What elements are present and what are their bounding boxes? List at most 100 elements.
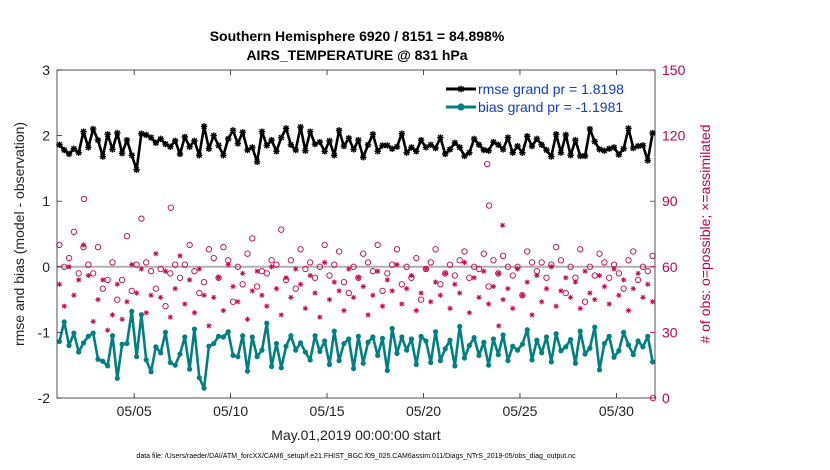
bias-point	[452, 363, 458, 369]
obs-possible-point	[427, 259, 434, 266]
obs-assimilated-point	[336, 288, 342, 294]
rmse-point	[244, 146, 251, 154]
bias-point	[143, 357, 149, 363]
bias-point	[640, 344, 646, 350]
obs-assimilated-point	[568, 294, 574, 301]
rmse-point	[85, 144, 92, 151]
obs-assimilated-point	[312, 290, 318, 296]
obs-assimilated-point	[225, 262, 231, 268]
obs-assimilated-point	[331, 279, 337, 285]
obs-assimilated-point	[384, 277, 390, 283]
plot-area	[56, 69, 657, 402]
obs-assimilated-point	[278, 312, 284, 318]
obs-assimilated-point	[500, 297, 506, 303]
y-right-tick-label: 0	[662, 390, 670, 406]
rmse-point	[355, 136, 362, 144]
obs-assimilated-point	[495, 270, 501, 276]
rmse-point	[258, 128, 266, 135]
obs-assimilated-point	[553, 303, 559, 309]
obs-possible-point	[292, 285, 299, 292]
obs-possible-point	[109, 259, 116, 266]
obs-assimilated-point	[297, 281, 304, 287]
obs-assimilated-point	[269, 264, 275, 270]
bias-point	[442, 346, 448, 352]
bias-point	[621, 329, 627, 335]
obs-possible-point	[350, 263, 357, 270]
obs-possible-point	[128, 287, 135, 295]
obs-possible-point	[393, 246, 401, 253]
obs-assimilated-point	[114, 281, 120, 287]
bias-point	[56, 338, 63, 345]
obs-possible-point	[297, 246, 304, 253]
bias-point	[587, 345, 593, 351]
obs-assimilated-point	[645, 281, 651, 287]
obs-possible-point	[253, 283, 261, 290]
obs-possible-point	[606, 274, 613, 281]
bias-point	[471, 335, 477, 341]
obs-assimilated-point	[264, 303, 270, 309]
obs-assimilated-point	[408, 272, 415, 279]
bias-point	[355, 333, 362, 339]
obs-possible-point	[205, 246, 213, 253]
rmse-point	[94, 136, 102, 144]
obs-assimilated-point	[80, 242, 87, 248]
rmse-point	[533, 135, 541, 143]
rmse-point	[205, 145, 213, 152]
obs-assimilated-point	[611, 266, 617, 272]
bias-point	[206, 343, 212, 349]
obs-assimilated-point	[302, 305, 308, 311]
x-tick-label: 05/25	[502, 403, 537, 419]
bias-point	[114, 375, 120, 381]
rmse-point	[442, 150, 449, 158]
bias-point	[66, 342, 72, 349]
rmse-point	[417, 136, 425, 144]
obs-possible-point	[249, 235, 256, 242]
obs-possible-point	[239, 281, 246, 288]
rmse-point	[432, 144, 439, 152]
y-left-tick-label: 0	[42, 259, 50, 275]
rmse-point	[109, 146, 116, 153]
obs-assimilated-point	[158, 294, 164, 301]
legend-rmse-marker	[457, 85, 465, 93]
y-left-tick-label: 1	[42, 193, 50, 209]
obs-assimilated-point	[625, 307, 632, 314]
rmse-point	[306, 128, 314, 135]
rmse-point	[630, 144, 637, 152]
obs-assimilated-point	[76, 277, 82, 283]
bias-point	[264, 320, 270, 326]
bias-point	[568, 337, 574, 343]
rmse-point	[89, 125, 97, 133]
bias-point	[90, 330, 96, 336]
obs-possible-point	[186, 241, 193, 249]
obs-possible-point	[85, 261, 92, 268]
obs-possible-point	[215, 274, 222, 281]
bias-point	[269, 363, 275, 370]
obs-possible-point	[196, 289, 203, 297]
bias-point	[553, 331, 559, 337]
rmse-point	[297, 123, 304, 131]
rmse-point	[234, 140, 242, 147]
bias-point	[230, 352, 236, 358]
rmse-point	[147, 134, 155, 141]
bias-point	[61, 319, 67, 325]
obs-assimilated-point	[510, 305, 516, 311]
bias-point	[331, 328, 337, 334]
bias-point	[235, 354, 241, 360]
bias-point	[76, 349, 82, 355]
obs-assimilated-point	[447, 305, 453, 311]
obs-possible-point	[345, 289, 352, 297]
obs-possible-point	[167, 270, 174, 277]
rmse-point	[475, 141, 483, 148]
obs-assimilated-point	[457, 290, 463, 296]
y-right-tick-label: 90	[662, 193, 678, 209]
obs-possible-point	[152, 285, 160, 292]
y-left-tick-label: -2	[38, 390, 51, 406]
rmse-point	[528, 142, 536, 150]
legend-box	[441, 76, 647, 118]
rmse-point	[524, 133, 531, 140]
rmse-point	[543, 146, 550, 154]
bias-point	[572, 360, 579, 366]
obs-possible-point	[596, 250, 603, 257]
x-tick-label: 05/05	[117, 403, 152, 419]
obs-assimilated-point	[514, 266, 521, 272]
